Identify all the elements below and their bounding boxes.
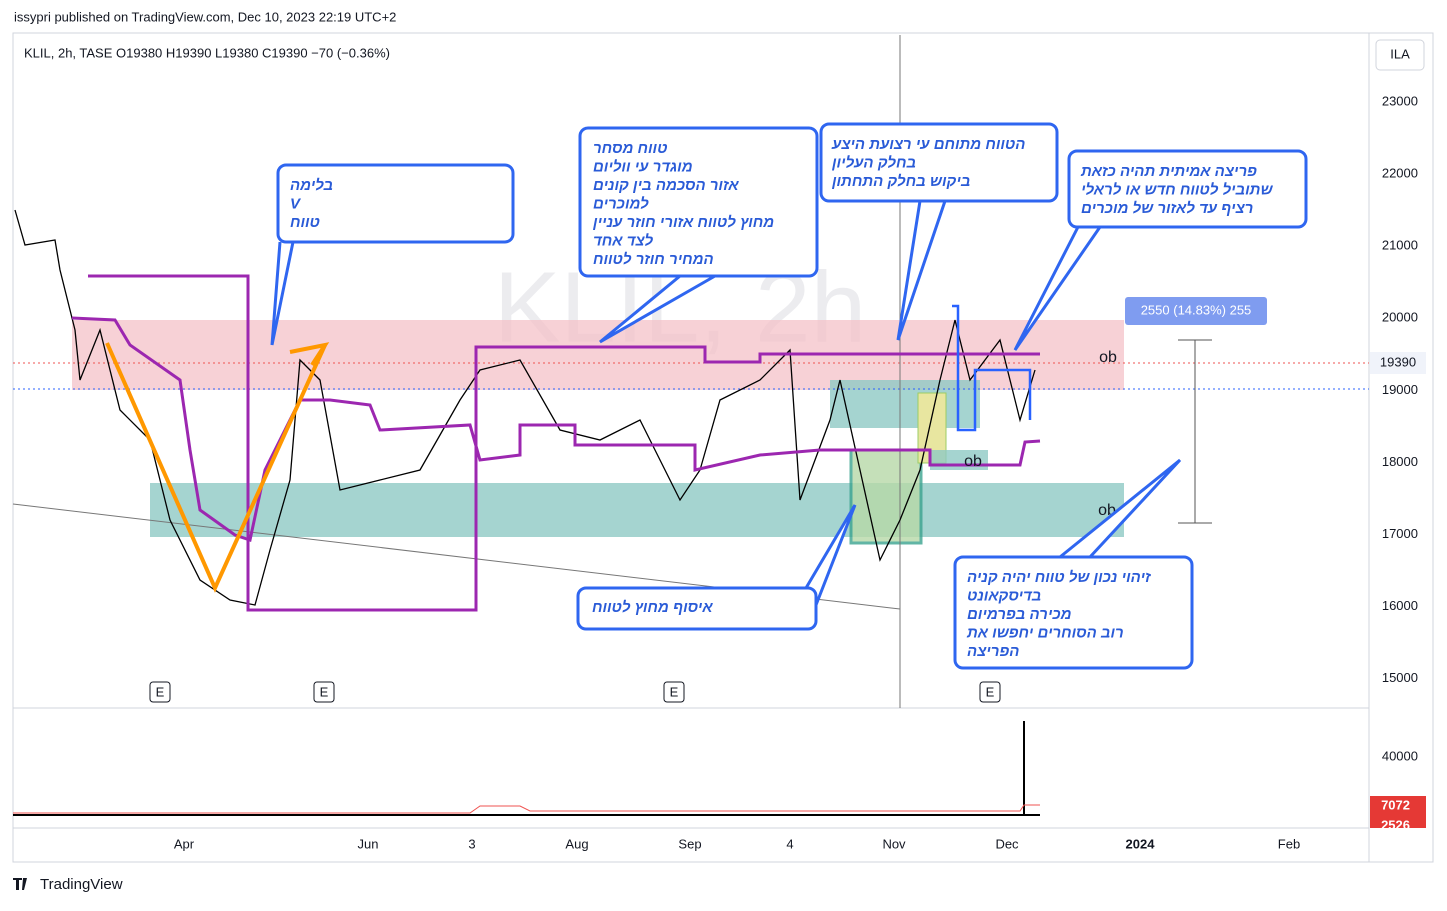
annotation-box bbox=[819, 122, 1059, 203]
brand-logo bbox=[13, 878, 27, 890]
price-tick: 16000 bbox=[1382, 598, 1418, 613]
annotation-line: פריצה אמיתית תהיה כזאת bbox=[1080, 163, 1257, 180]
volume-tick: 40000 bbox=[1382, 748, 1418, 763]
published-line: issypri published on TradingView.com, De… bbox=[14, 9, 396, 24]
measure-label-bg bbox=[1125, 297, 1267, 325]
annotation-line: טווח bbox=[290, 214, 320, 231]
annotation-box bbox=[953, 555, 1194, 670]
annotation-line: אזור הסכמה בין קונים bbox=[593, 177, 739, 194]
legend: KLIL, 2h, TASE O19380 H19390 L19380 C193… bbox=[24, 45, 390, 60]
annotation-line: הפריצה bbox=[967, 643, 1019, 660]
v-pattern bbox=[105, 342, 327, 593]
annotation-line: זיהוי נכון של טווח יהיה קניה bbox=[967, 569, 1152, 586]
annotation-box bbox=[276, 163, 515, 244]
price-tick: 23000 bbox=[1382, 93, 1418, 108]
range-high bbox=[88, 274, 1040, 612]
annotation-line: המחיר חוזר לטווח bbox=[593, 251, 714, 268]
price-series bbox=[14, 209, 1036, 606]
annotation-line: V bbox=[290, 195, 302, 212]
annotation-line: בלימה bbox=[290, 177, 333, 194]
currency[interactable]: ILA bbox=[1390, 46, 1410, 61]
annotation-line: איסוף מחוץ לטווח bbox=[592, 599, 713, 616]
range-low bbox=[71, 316, 1041, 542]
last-price: 19390 bbox=[1380, 354, 1416, 369]
earnings-marker: E bbox=[670, 684, 679, 699]
annotation-line: הטווח מתוחם עי רצועת היצע bbox=[831, 136, 1025, 153]
price-tick: 17000 bbox=[1382, 526, 1418, 541]
price-tick: 20000 bbox=[1382, 310, 1418, 325]
annotation-line: בחלק העליון bbox=[831, 154, 916, 171]
zone bbox=[830, 380, 980, 428]
price-tick: 22000 bbox=[1382, 166, 1418, 181]
time-tick: Feb bbox=[1278, 836, 1300, 851]
annotation-line: מכירה בפרמיום bbox=[967, 606, 1072, 623]
time-axis: Apr Jun 3 Aug Sep 4 Nov Dec 2024 Feb bbox=[174, 836, 1300, 851]
currency-button[interactable] bbox=[1375, 39, 1425, 71]
volume-label: 7072 bbox=[1381, 797, 1410, 812]
price-tick: 21000 bbox=[1382, 238, 1418, 253]
last-price-bg bbox=[1370, 352, 1426, 374]
zone bbox=[849, 448, 923, 545]
volume-ma bbox=[13, 804, 1040, 814]
earnings-marker: E bbox=[156, 684, 165, 699]
annotation-box bbox=[578, 126, 819, 278]
earnings-marker: E bbox=[986, 684, 995, 699]
price-tick: 18000 bbox=[1382, 454, 1418, 469]
earnings: E E E E bbox=[149, 681, 1001, 703]
annotation-line: ביקוש בחלק התחתון bbox=[831, 173, 970, 190]
time-tick: Apr bbox=[174, 836, 195, 851]
time-tick: Nov bbox=[882, 836, 906, 851]
annotation-line: מוגדר עי ווליום bbox=[593, 158, 693, 175]
time-tick: 4 bbox=[786, 836, 793, 851]
price-tick: 19000 bbox=[1382, 382, 1418, 397]
brand: TradingView bbox=[40, 876, 123, 893]
volume-label-bg bbox=[1370, 796, 1426, 828]
annotation-line: למוכרים bbox=[593, 195, 649, 212]
annotation-line: רציף עד לאזור של מוכרים bbox=[1081, 200, 1253, 217]
time-tick: 3 bbox=[468, 836, 475, 851]
annotation-line: בדיסקאונט bbox=[967, 587, 1041, 604]
earnings-marker: E bbox=[320, 684, 329, 699]
annotation-box bbox=[1067, 149, 1308, 229]
zone-label: ob bbox=[1099, 349, 1117, 366]
measure-label: 2550 (14.83%) 255 bbox=[1141, 302, 1252, 317]
arrow-head bbox=[289, 342, 330, 367]
time-tick: Jun bbox=[358, 836, 379, 851]
annotation-line: לצד אחד bbox=[593, 232, 653, 249]
time-tick: Aug bbox=[565, 836, 588, 851]
annotation-line: טווח מסחר bbox=[593, 140, 667, 157]
time-tick: 2024 bbox=[1126, 836, 1156, 851]
annotation-line: רוב הסוחרים יחפשו את bbox=[966, 624, 1124, 641]
time-tick: Sep bbox=[678, 836, 701, 851]
callout-pointers bbox=[270, 200, 1182, 606]
time-tick: Dec bbox=[995, 836, 1019, 851]
demand-zone bbox=[150, 483, 1124, 537]
zone-label: ob bbox=[964, 453, 982, 470]
annotation-line: שתוביל לטווח חדש או לראלי bbox=[1081, 181, 1273, 198]
annotation-box bbox=[576, 586, 818, 631]
annotation-line: מחוץ לטווח אזורי חוזר עניין bbox=[592, 214, 774, 231]
volume-label: 2526 bbox=[1381, 817, 1410, 832]
range-small bbox=[952, 304, 1032, 432]
price-tick: 15000 bbox=[1382, 670, 1418, 685]
price-axis: 23000 22000 21000 20000 19000 18000 17000 16000… bbox=[1382, 93, 1418, 685]
